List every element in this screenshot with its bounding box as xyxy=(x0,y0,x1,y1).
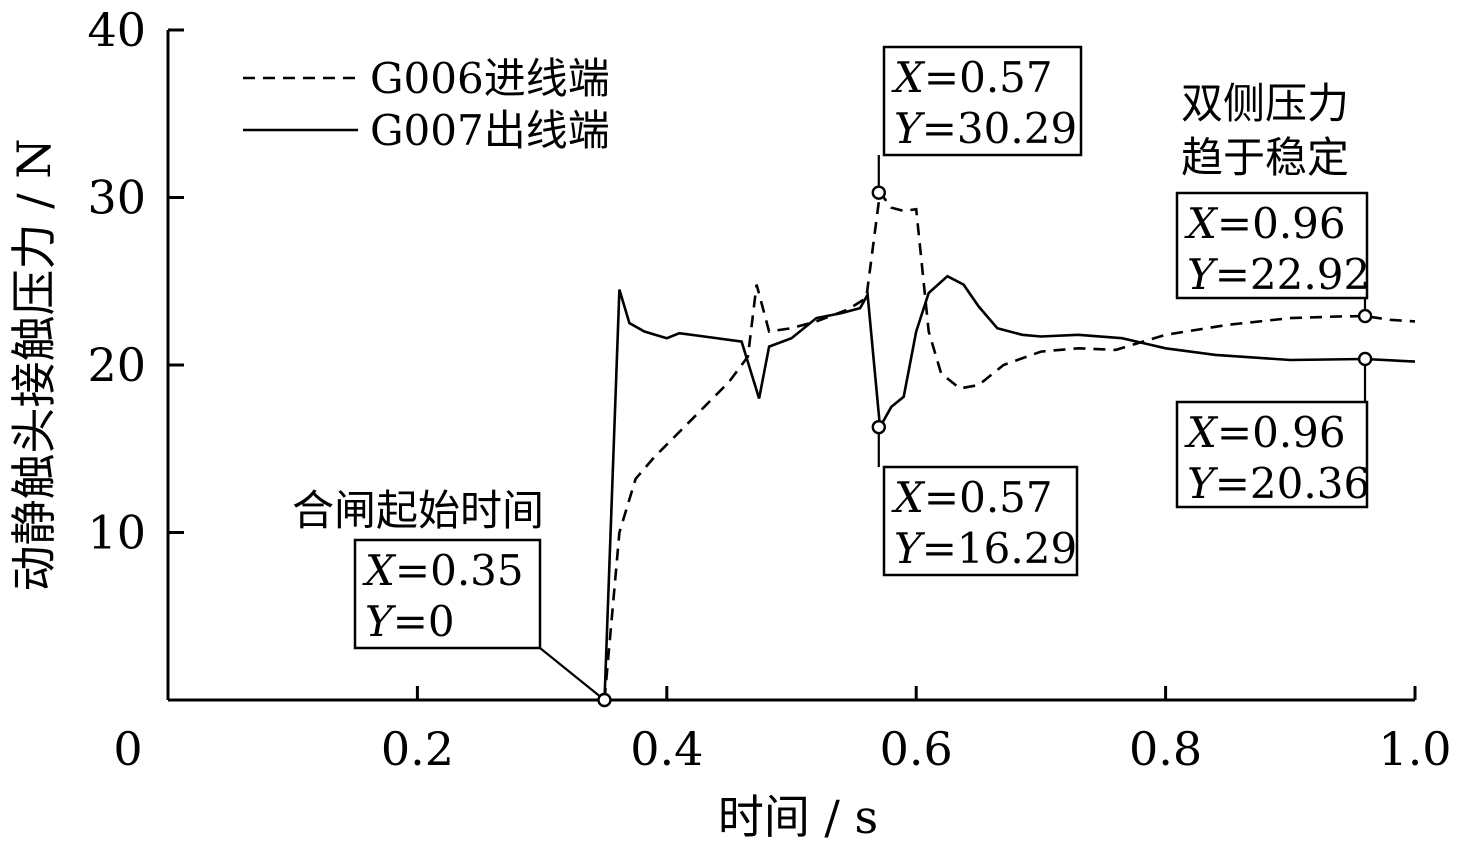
annotation-x-text: X=0.57 xyxy=(891,53,1053,102)
x-tick-label: 1.0 xyxy=(1378,722,1451,776)
series-line-g007 xyxy=(603,274,1416,701)
y-tick-label: 20 xyxy=(87,338,146,392)
x-tick-label: 0.2 xyxy=(381,722,454,776)
origin-label: 0 xyxy=(113,722,142,776)
x-tick-label: 0.4 xyxy=(630,722,703,776)
annotation-box xyxy=(1175,400,1369,509)
annotation-box xyxy=(882,45,1083,157)
annotation-box xyxy=(1175,191,1369,300)
note-close-start: 合闸起始时间 xyxy=(292,486,544,535)
annotation-y-text: Y=0 xyxy=(365,597,455,646)
legend-label: G007出线端 xyxy=(370,106,610,155)
y-tick-label: 40 xyxy=(87,3,146,57)
x-axis-title: 时间 / s xyxy=(718,790,878,844)
annotation-marker xyxy=(871,185,886,200)
ticks: 0.2 0.4 0.6 0.8 1.0 10 20 30 40 0 xyxy=(87,3,1451,776)
annotation-x-text: X=0.57 xyxy=(891,473,1053,522)
annotation-x-text: X=0.96 xyxy=(1184,199,1346,248)
legend-label: G006进线端 xyxy=(370,54,610,103)
annotation-leader xyxy=(539,647,606,701)
annotation-y-text: Y=16.29 xyxy=(894,524,1077,573)
annotation-x-text: X=0.96 xyxy=(1184,408,1346,457)
annotations: X=0.35Y=0X=0.57Y=30.29X=0.57Y=16.29X=0.9… xyxy=(353,45,1373,708)
annotation-y-text: Y=30.29 xyxy=(894,104,1077,153)
x-tick-label: 0.6 xyxy=(880,722,953,776)
x-tick-label: 0.8 xyxy=(1129,722,1202,776)
annotation-x-text: X=0.35 xyxy=(362,546,524,595)
annotation-box xyxy=(353,538,542,650)
annotation-box xyxy=(882,465,1079,577)
y-axis-title: 动静触头接触压力 / N xyxy=(7,139,61,592)
annotation-y-text: Y=20.36 xyxy=(1187,459,1370,508)
note-stable-line1: 双侧压力 xyxy=(1181,79,1349,128)
note-stable-line2: 趋于稳定 xyxy=(1181,133,1349,182)
y-tick-label: 30 xyxy=(87,171,146,225)
annotation-marker xyxy=(1357,308,1373,324)
annotation-marker xyxy=(871,419,886,435)
series-layer xyxy=(603,189,1416,701)
annotation-marker xyxy=(1357,351,1373,367)
annotation-marker xyxy=(597,692,612,708)
y-tick-label: 10 xyxy=(87,506,146,560)
annotation-y-text: Y=22.92 xyxy=(1187,250,1370,299)
